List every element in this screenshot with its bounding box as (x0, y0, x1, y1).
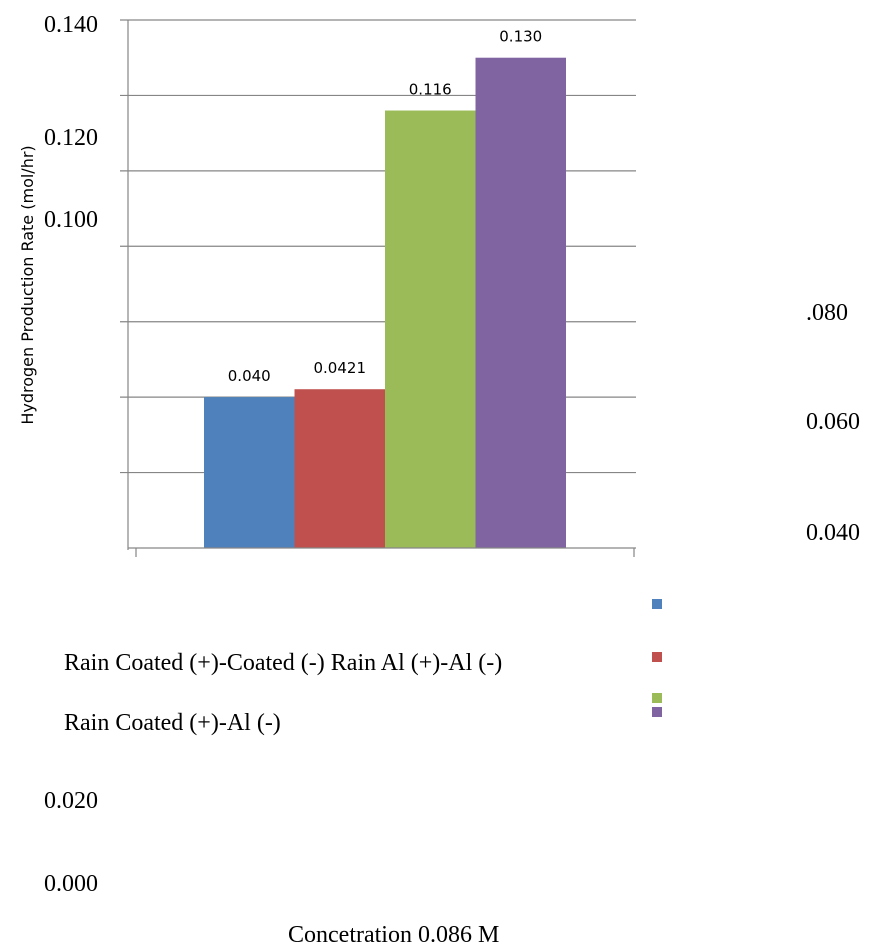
x-axis-label: Concetration 0.086 M (288, 922, 499, 948)
y-tick-label-0.040: 0.040 (806, 520, 860, 546)
y-tick-label-0.020: 0.020 (44, 788, 98, 814)
y-tick-label-0.060: 0.060 (806, 409, 860, 435)
y-tick-label-0.120: 0.120 (44, 125, 98, 151)
legend-swatch-4 (652, 707, 662, 717)
data-label-2: 0.0421 (314, 359, 367, 377)
y-tick-label-0.080: .080 (806, 300, 848, 326)
data-label-1: 0.040 (228, 367, 271, 385)
legend-swatch-2 (652, 652, 662, 662)
y-tick-label-0.000: 0.000 (44, 871, 98, 897)
data-label-3: 0.116 (409, 81, 452, 99)
y-axis-label: Hydrogen Production Rate (mol/hr) (18, 145, 37, 424)
y-tick-label-0.140: 0.140 (44, 12, 98, 38)
legend-swatch-3 (652, 693, 662, 703)
y-tick-label-0.100: 0.100 (44, 207, 98, 233)
axes (127, 20, 636, 557)
data-labels: 0.040 0.0421 0.116 0.130 (228, 28, 542, 385)
bar-1 (204, 397, 295, 548)
legend-line-1: Rain Coated (+)-Coated (-) Rain Al (+)-A… (64, 650, 502, 676)
legend-line-2: Rain Coated (+)-Al (-) (64, 710, 281, 736)
bar-2 (294, 389, 385, 548)
bars (204, 57, 566, 548)
legend: Rain Coated (+)-Coated (-) Rain Al (+)-A… (64, 599, 662, 736)
legend-swatch-1 (652, 599, 662, 609)
bar-4 (475, 57, 566, 548)
data-label-4: 0.130 (499, 28, 542, 46)
bar-3 (385, 110, 476, 548)
